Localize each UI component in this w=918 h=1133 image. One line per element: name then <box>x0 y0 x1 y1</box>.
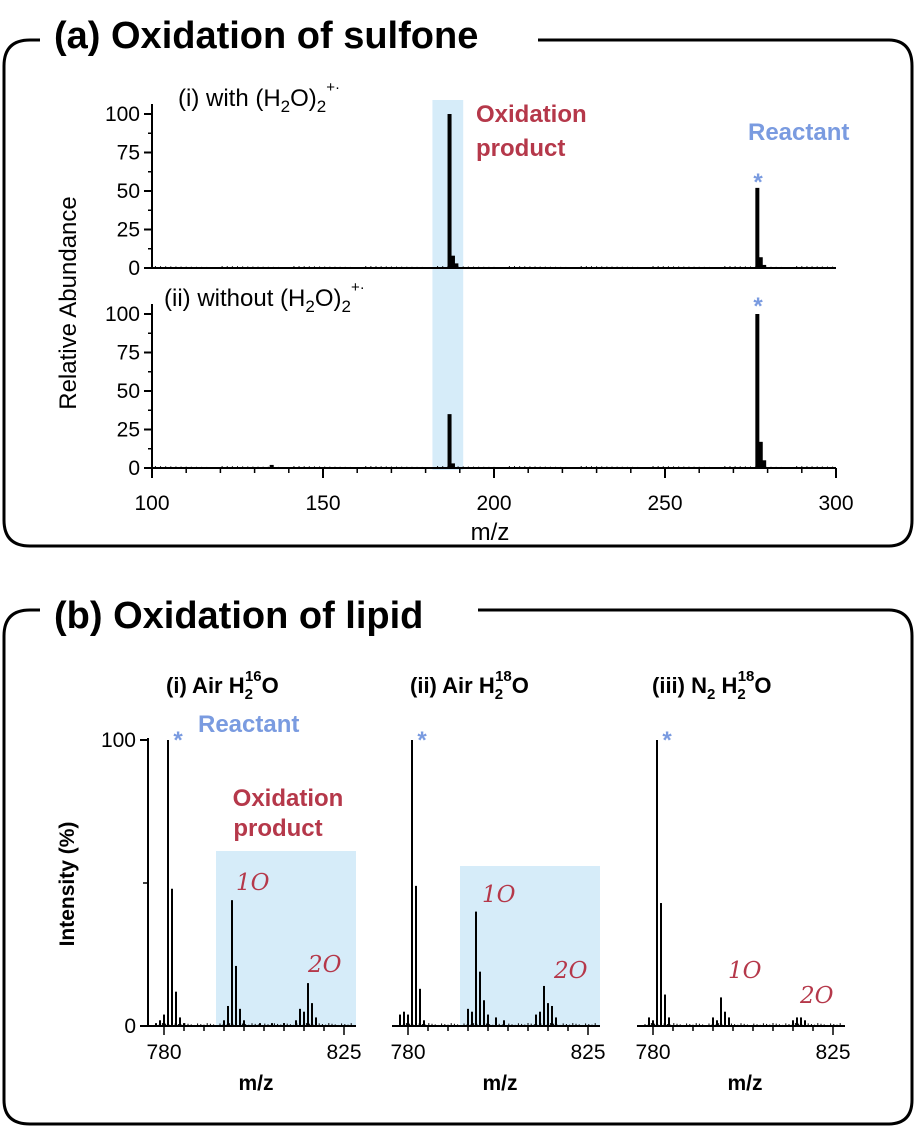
x-tick-label: 780 <box>146 1041 181 1064</box>
peak-label-2o-b-i: 2O <box>307 952 342 978</box>
y-axis-title-b: Intensity (%) <box>56 822 79 947</box>
x-tick-label: 200 <box>476 492 511 515</box>
x-axis-title: m/z <box>482 1072 517 1095</box>
peak-label-1o-b-ii: 1O <box>482 882 516 908</box>
reactant-label-b: Reactant <box>198 711 299 738</box>
reactant-star-a-i: * <box>753 169 763 196</box>
x-tick-label: 300 <box>818 492 853 515</box>
y-axis-title-a: Relative Abundance <box>55 196 82 410</box>
y-tick-label: 0 <box>128 457 140 480</box>
y-tick-label: 100 <box>105 103 140 126</box>
y-tick-label: 50 <box>117 380 140 403</box>
x-tick-label: 780 <box>635 1041 670 1064</box>
y-tick-label: 50 <box>117 180 140 203</box>
x-axis-title: m/z <box>727 1072 762 1095</box>
y-tick-label: 100 <box>105 303 140 326</box>
panel-b: (b) Oxidation of lipid Intensity (%) 0 10… <box>2 595 914 1126</box>
oxidation-product-label-b-1: Oxidation <box>233 785 344 812</box>
oxidation-product-label-a-2: product <box>476 135 565 162</box>
x-tick-label: 825 <box>815 1041 850 1064</box>
y-tick-label: 0 <box>128 257 140 280</box>
y-tick-label: 25 <box>117 219 140 242</box>
y-tick-label: 25 <box>117 419 140 442</box>
x-tick-label: 250 <box>647 492 682 515</box>
x-tick-label: 825 <box>570 1041 605 1064</box>
spectrum-b-i: 0 100 780 825 m/z <box>101 729 362 1095</box>
x-tick-label: 100 <box>134 492 169 515</box>
spectrum-b-iii: 780 825 m/z <box>635 740 851 1095</box>
product-highlight-band <box>460 866 600 1026</box>
subplot-label-b-i: (i) Air H216O <box>166 668 279 703</box>
oxidation-product-label-a-1: Oxidation <box>476 101 587 128</box>
y-tick-label: 75 <box>117 342 140 365</box>
y-tick-label: 75 <box>117 142 140 165</box>
spectrum-a-ii: 0 25 50 75 100 <box>105 303 836 480</box>
peak-label-2o-b-ii: 2O <box>553 958 588 984</box>
subplot-label-a-i: (i) with (H2O)2+· <box>178 79 340 116</box>
reactant-label-a: Reactant <box>748 119 849 146</box>
reactant-star-a-ii: * <box>753 293 763 320</box>
panel-a-frame <box>2 38 914 548</box>
panel-b-title: (b) Oxidation of lipid <box>54 595 423 637</box>
oxidation-product-label-b-2: product <box>233 815 322 842</box>
x-tick-label: 825 <box>326 1041 361 1064</box>
product-highlight-band <box>216 851 356 1026</box>
x-axis-a: 100 150 200 250 300 <box>134 468 854 515</box>
x-tick-label: 150 <box>305 492 340 515</box>
y-tick-label: 0 <box>124 1015 136 1038</box>
subplot-label-a-ii: (ii) without (H2O)2+· <box>164 279 365 316</box>
peak-label-1o-b-iii: 1O <box>728 958 762 984</box>
subplot-label-b-ii: (ii) Air H218O <box>410 668 529 703</box>
reactant-star-b-iii: * <box>662 727 672 754</box>
peak-label-2o-b-iii: 2O <box>799 983 834 1009</box>
panel-a-title: (a) Oxidation of sulfone <box>54 15 478 57</box>
panel-b-frame <box>2 608 914 1126</box>
panel-a: (a) Oxidation of sulfone 0 25 50 75 100 0 25 5… <box>2 15 914 548</box>
reactant-star-b-i: * <box>173 727 183 754</box>
subplot-label-b-iii: (iii) N2 H218O <box>652 668 772 703</box>
spectrum-b-ii: 780 825 m/z <box>390 740 606 1095</box>
x-tick-label: 780 <box>390 1041 425 1064</box>
peak-label-1o-b-i: 1O <box>236 870 270 896</box>
y-tick-label: 100 <box>101 729 136 752</box>
x-axis-title-a: m/z <box>471 519 510 546</box>
reactant-star-b-ii: * <box>417 727 427 754</box>
spectrum-a-i: 0 25 50 75 100 <box>105 103 836 280</box>
x-axis-title: m/z <box>238 1072 273 1095</box>
